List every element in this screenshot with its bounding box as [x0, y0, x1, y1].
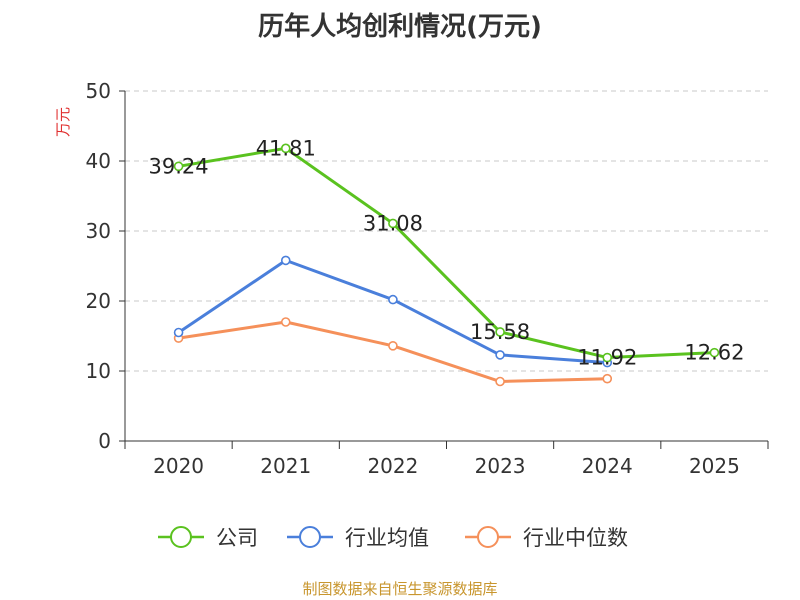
series-line [178, 320, 608, 383]
legend-label: 行业均值 [345, 526, 429, 550]
legend-marker [299, 526, 321, 548]
data-point[interactable] [388, 340, 398, 351]
data-point[interactable] [280, 143, 291, 154]
data-label: 39.24 [149, 154, 209, 178]
data-point[interactable] [388, 218, 398, 229]
data-point[interactable] [388, 294, 398, 305]
y-tick-label: 50 [86, 79, 111, 103]
x-tick-label: 2024 [582, 454, 633, 478]
y-tick-label: 0 [98, 429, 111, 453]
series-group [173, 143, 720, 387]
data-point[interactable] [602, 373, 613, 384]
data-label: 11.92 [577, 346, 637, 370]
legend-label: 行业中位数 [523, 526, 628, 550]
x-tick-label: 2023 [475, 454, 526, 478]
y-tick-label: 30 [86, 219, 111, 243]
axes: 0 10 20 30 40 50 万元 2020 2021 2022 2023 2024 2025 [54, 79, 769, 478]
data-point[interactable] [495, 376, 505, 387]
data-label: 31.08 [363, 211, 423, 235]
footer-source: 制图数据来自恒生聚源数据库 [302, 580, 498, 598]
data-point[interactable] [495, 350, 505, 360]
x-tick-label: 2025 [689, 454, 740, 478]
data-point[interactable] [495, 327, 505, 337]
data-label: 41.81 [256, 136, 316, 160]
series-line [178, 146, 715, 360]
data-point[interactable] [173, 327, 184, 338]
legend-item[interactable]: 公司 [158, 526, 258, 550]
data-point[interactable] [602, 352, 613, 363]
data-point[interactable] [280, 317, 291, 327]
legend[interactable]: 公司 行业均值 行业中位数 [158, 526, 628, 550]
data-label: 12.62 [684, 341, 744, 365]
x-tick-label: 2021 [260, 454, 311, 478]
y-tick-label: 20 [86, 289, 111, 313]
data-label: 15.58 [470, 320, 530, 344]
data-labels: 39.24 41.81 31.08 15.58 11.92 12.62 [149, 136, 745, 369]
data-point[interactable] [709, 347, 720, 358]
data-point[interactable] [173, 161, 184, 172]
y-tick-label: 10 [86, 359, 111, 383]
legend-marker [477, 526, 499, 548]
x-tick-label: 2022 [367, 454, 418, 478]
legend-label: 公司 [216, 526, 258, 550]
chart-title: 历年人均创利情况(万元) [258, 12, 542, 42]
legend-item[interactable]: 行业均值 [287, 526, 429, 550]
x-tick-label: 2020 [153, 454, 204, 478]
gridlines [125, 90, 768, 372]
y-tick-label: 40 [86, 149, 111, 173]
data-point[interactable] [280, 255, 291, 266]
legend-item[interactable]: 行业中位数 [465, 526, 628, 550]
legend-marker [170, 526, 192, 548]
y-axis-title: 万元 [54, 107, 72, 137]
